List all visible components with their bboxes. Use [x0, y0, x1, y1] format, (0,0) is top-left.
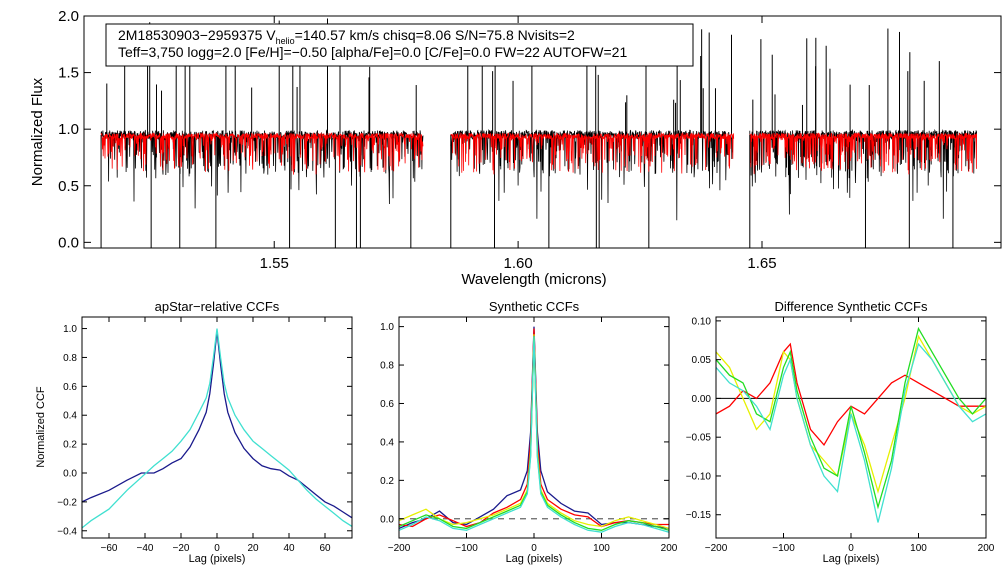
series-line-cyan — [399, 336, 669, 533]
difference-ccf-frame — [715, 316, 987, 539]
xtick-label: −100 — [772, 543, 795, 554]
xtick-label: −100 — [455, 543, 478, 554]
synthetic-ccf-panel: −200 −100 0 100 200 0.0 0.2 0.4 0.6 0.8 1.0 Synthe… — [380, 299, 678, 565]
spectrum-ylabel: Normalized Flux — [29, 77, 46, 186]
ytick-label: 0.0 — [58, 234, 79, 251]
series-line-yellow — [399, 334, 669, 530]
ytick-label: 0.8 — [380, 361, 394, 372]
xtick-label: 1.65 — [747, 255, 776, 272]
apstar-ccf-ylabel: Normalized CCF — [35, 386, 47, 468]
fit-spectrum-chip-1 — [100, 131, 424, 175]
apstar-ccf-title: apStar−relative CCFs — [155, 299, 280, 314]
series-line-visit-2 — [82, 328, 352, 529]
series-line-cyan — [716, 342, 986, 523]
ytick-label: 0.05 — [692, 355, 712, 366]
xtick-label: 100 — [910, 543, 927, 554]
ytick-label: 0.5 — [58, 178, 79, 195]
xtick-label: 100 — [593, 543, 610, 554]
xtick-label: 60 — [319, 543, 331, 554]
ytick-label: 0.4 — [380, 437, 394, 448]
fit-spectrum-chip-3 — [749, 132, 977, 175]
synthetic-ccf-xlabel: Lag (pixels) — [506, 553, 563, 565]
difference-ccf-panel: −200 −100 0 100 200 −0.15 −0.10 −0.05 0.00 0.05 0.… — [686, 299, 995, 565]
series-line-red — [399, 328, 669, 528]
ytick-label: 0.00 — [692, 394, 712, 405]
ytick-label: 0.0 — [380, 514, 394, 525]
annotation-line1: 2M18530903−2959375 Vhelio=140.57 km/s ch… — [118, 27, 575, 46]
ytick-label: 1.5 — [58, 65, 79, 82]
series-line-red — [716, 342, 986, 447]
xtick-label: 200 — [978, 543, 995, 554]
xtick-label: 1.60 — [504, 255, 533, 272]
ytick-label: 0.0 — [63, 469, 77, 480]
xtick-label: 20 — [247, 543, 259, 554]
ytick-label: 0.2 — [380, 476, 394, 487]
series-line-green — [716, 326, 986, 510]
fit-spectrum-chip-2 — [450, 131, 735, 175]
ytick-label: 0.10 — [692, 316, 712, 327]
ytick-label: 0.6 — [63, 382, 77, 393]
helio-subscript: helio — [276, 36, 295, 46]
xtick-label: −40 — [137, 543, 154, 554]
ytick-label: −0.15 — [686, 510, 712, 521]
xtick-label: −60 — [101, 543, 118, 554]
xtick-label: −20 — [173, 543, 190, 554]
spectrum-frame — [83, 15, 1002, 249]
series-line-visit-1 — [82, 331, 352, 519]
synthetic-ccf-title: Synthetic CCFs — [489, 299, 580, 314]
observed-spectrum-chip-3 — [749, 128, 977, 219]
apstar-ccf-panel: −60 −40 −20 0 20 40 60 −0.4 −0.2 0.0 0.2 0.4 0.6 0.8 1… — [35, 299, 353, 565]
ytick-label: 0.8 — [63, 353, 77, 364]
ytick-label: 0.6 — [380, 399, 394, 410]
xtick-label: 0 — [848, 543, 854, 554]
apstar-ccf-xlabel: Lag (pixels) — [189, 553, 246, 565]
ytick-label: −0.05 — [686, 433, 712, 444]
xtick-label: 1.55 — [260, 255, 289, 272]
xtick-label: 200 — [661, 543, 678, 554]
ytick-label: −0.4 — [57, 526, 77, 537]
spectrum-xlabel: Wavelength (microns) — [461, 271, 606, 288]
ytick-label: 1.0 — [63, 324, 77, 335]
xtick-label: 0 — [214, 543, 220, 554]
ytick-label: 2.0 — [58, 8, 79, 25]
difference-ccf-xlabel: Lag (pixels) — [823, 553, 880, 565]
xtick-label: 40 — [283, 543, 295, 554]
ytick-label: −0.10 — [686, 471, 712, 482]
ytick-label: 1.0 — [58, 121, 79, 138]
ytick-label: 1.0 — [380, 322, 394, 333]
annotation-box — [105, 23, 694, 67]
difference-ccf-title: Difference Synthetic CCFs — [775, 299, 928, 314]
ytick-label: 0.2 — [63, 440, 77, 451]
ytick-label: −0.2 — [57, 497, 77, 508]
ytick-label: 0.4 — [63, 411, 77, 422]
apstar-ccf-frame — [81, 316, 353, 539]
xtick-label: −200 — [705, 543, 728, 554]
xtick-label: −200 — [388, 543, 411, 554]
spectrum-panel: 1.55 1.60 1.65 0.0 0.5 1.0 1.5 2.0 Normalized F… — [29, 8, 1002, 288]
xtick-label: 0 — [531, 543, 537, 554]
series-line-green — [399, 336, 669, 531]
annotation-line2: Teff=3,750 logg=2.0 [Fe/H]=−0.50 [alpha/… — [118, 44, 627, 60]
